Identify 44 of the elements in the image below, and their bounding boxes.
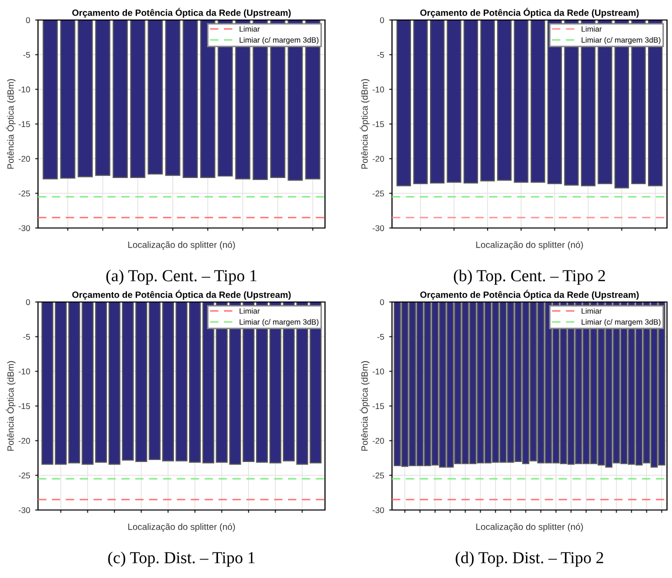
y-tick-label: 0 [380, 299, 384, 306]
chart-title: Orçamento de Potência Óptica da Rede (Upstream) [72, 8, 291, 18]
y-axis-title: Potência Óptica (dBm) [360, 79, 370, 169]
x-axis-title: Localização do splitter (nó) [476, 523, 583, 532]
y-tick-label: -30 [18, 507, 30, 514]
y-tick-label: -15 [18, 403, 30, 410]
y-tick-label: -15 [372, 403, 384, 410]
y-tick-label: -15 [18, 121, 30, 128]
y-tick-label: -30 [372, 225, 384, 232]
y-tick-label: -10 [372, 368, 384, 374]
y-axis-title: Potência Óptica (dBm) [360, 361, 370, 451]
y-tick-label: -25 [372, 472, 384, 478]
x-axis-title: Localização do splitter (nó) [128, 523, 235, 532]
y-tick-label: -10 [372, 86, 384, 92]
y-tick-label: -5 [23, 334, 30, 340]
text: (d) Top. Dist. – Tipo 2 [456, 552, 604, 567]
y-tick-label: -25 [372, 190, 384, 196]
y-axis-title: Potência Óptica (dBm) [6, 361, 16, 451]
y-tick-label: -20 [18, 438, 30, 444]
text: (b) Top. Cent. – Tipo 2 [454, 270, 605, 285]
text: (a) Top. Cent. – Tipo 1 [106, 270, 256, 285]
y-tick-label: -5 [23, 52, 30, 58]
y-tick-label: -20 [18, 156, 30, 162]
y-axis-title: Potência Óptica (dBm) [6, 79, 16, 169]
y-tick-label: -5 [377, 52, 384, 58]
x-axis-title: Localização do splitter (nó) [476, 241, 583, 250]
chart-title: Orçamento de Potência Óptica da Rede (Upstream) [420, 8, 639, 18]
y-tick-label: -20 [372, 438, 384, 444]
y-tick-label: -20 [372, 156, 384, 162]
y-tick-label: -25 [18, 472, 30, 478]
chart-title: Orçamento de Potência Óptica da Rede (Upstream) [420, 290, 639, 300]
y-tick-label: 0 [380, 17, 384, 24]
y-tick-label: -30 [372, 507, 384, 514]
x-axis-title: Localização do splitter (nó) [128, 241, 235, 250]
y-tick-label: 0 [26, 17, 30, 24]
y-tick-label: -30 [18, 225, 30, 232]
y-tick-label: -25 [18, 190, 30, 196]
y-tick-label: -15 [372, 121, 384, 128]
chart-title: Orçamento de Potência Óptica da Rede (Upstream) [72, 290, 291, 300]
y-tick-label: -10 [18, 86, 30, 92]
y-tick-label: 0 [26, 299, 30, 306]
text: (c) Top. Dist. – Tipo 1 [108, 552, 255, 567]
y-tick-label: -10 [18, 368, 30, 374]
y-tick-label: -5 [377, 334, 384, 340]
